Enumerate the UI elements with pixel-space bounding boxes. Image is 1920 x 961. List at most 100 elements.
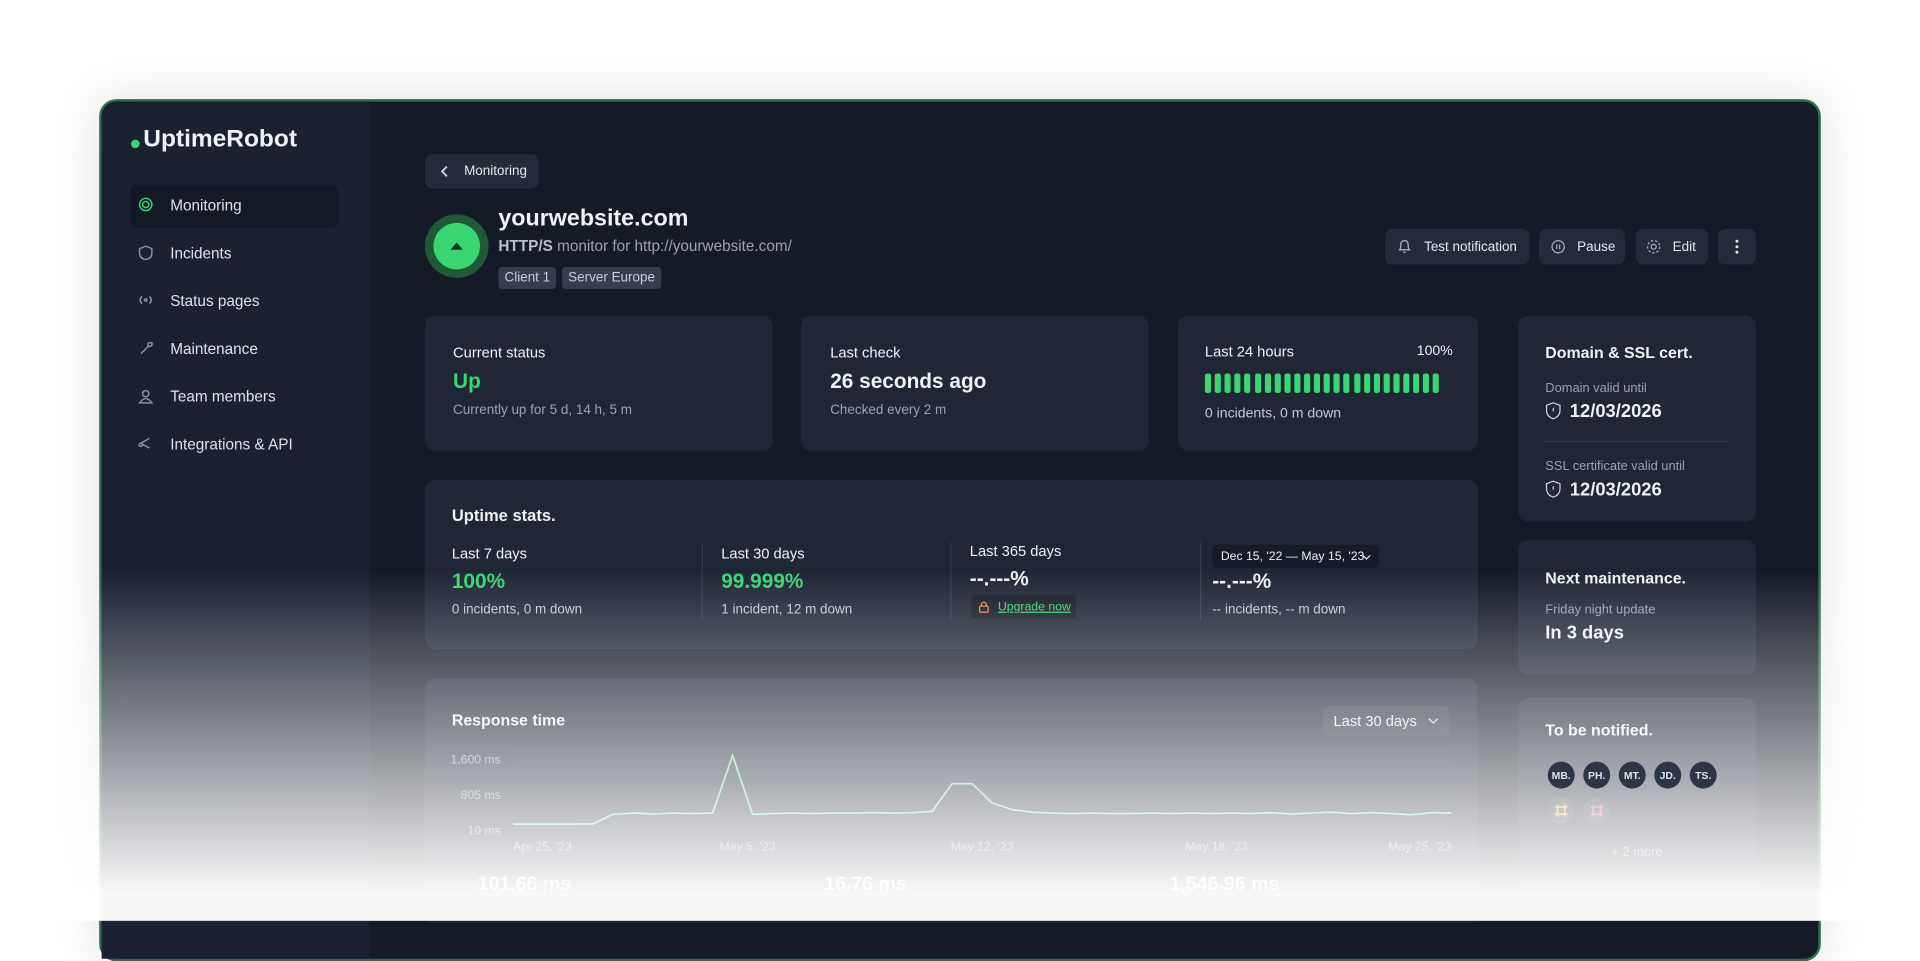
nav-label: Incidents xyxy=(170,244,232,263)
pause-icon xyxy=(1551,240,1565,254)
uptime-bar xyxy=(1413,373,1420,394)
uptime-bar xyxy=(1224,373,1231,394)
breadcrumb-label: Monitoring xyxy=(464,164,527,179)
y-tick-label: 10 ms xyxy=(467,824,500,838)
card-detail: Currently up for 5 d, 14 h, 5 m xyxy=(453,402,633,418)
period-value: --.---% xyxy=(969,566,1029,591)
nav-item[interactable]: Monitoring xyxy=(130,185,338,227)
period-value: 99.999% xyxy=(721,569,804,593)
period-label: Last 7 days xyxy=(451,544,527,563)
test-notification-button[interactable]: Test notification xyxy=(1384,228,1530,265)
uptime-bar xyxy=(1304,373,1311,394)
divider xyxy=(950,542,952,621)
period-detail: -- incidents, -- m down xyxy=(1212,602,1346,618)
nav-icon xyxy=(138,389,154,404)
monitor-name: yourwebsite.com xyxy=(498,205,689,232)
card-label: Last check xyxy=(830,344,901,362)
card-detail: Checked every 2 m xyxy=(830,402,947,418)
period-detail: 1 incident, 12 m down xyxy=(721,602,853,618)
nav-icon xyxy=(138,197,153,212)
period-label: Last 30 days xyxy=(721,544,805,563)
nav-item[interactable]: Incidents xyxy=(130,233,338,275)
x-tick-label: Apr 25, '23 xyxy=(513,840,572,854)
response-chart: 1,600 ms 805 ms 10 ms Apr 25, '23 May 5, '23… xyxy=(450,750,1451,854)
more-people: + 2 more xyxy=(1611,844,1663,860)
period-value: --.---% xyxy=(1212,569,1272,593)
uptime-bar xyxy=(1323,373,1331,394)
range-label: Dec 15, '22 — May 15, '23 xyxy=(1220,549,1365,564)
card-label: Last 24 hours xyxy=(1204,342,1294,361)
avatar: PH. xyxy=(1583,761,1611,789)
avatar-initials: JD. xyxy=(1659,768,1676,782)
avatar-initials: MT. xyxy=(1623,768,1641,782)
period-value: 100% xyxy=(451,569,506,593)
x-tick-label: May 12, '23 xyxy=(951,840,1014,854)
stat-value: 101.66 ms xyxy=(477,874,572,896)
x-tick-label: May 25, '23 xyxy=(1388,840,1451,854)
tag: Client 1 xyxy=(498,266,557,289)
x-tick-label: May 5, '23 xyxy=(720,840,776,854)
section-title: Uptime stats. xyxy=(451,506,556,525)
divider xyxy=(1200,542,1202,621)
more-button[interactable] xyxy=(1717,228,1756,265)
uptime-bar xyxy=(1403,373,1410,394)
uptime-bar xyxy=(1433,373,1440,394)
edit-button[interactable]: Edit xyxy=(1635,228,1709,265)
uptime-bar xyxy=(1254,373,1261,394)
chevron xyxy=(1362,554,1371,560)
uptime-bar xyxy=(1204,373,1212,394)
uptime-bar xyxy=(1353,373,1360,394)
dots-icon xyxy=(1735,239,1739,254)
nav-item[interactable]: Maintenance xyxy=(130,328,338,370)
avatar: JD. xyxy=(1654,761,1682,789)
nav-icon xyxy=(138,245,153,261)
period-label: Last 365 days xyxy=(969,542,1062,560)
uptime-bar xyxy=(1294,373,1301,394)
uptime-bar xyxy=(1274,373,1281,394)
shield-icon xyxy=(1545,480,1561,498)
monitor-desc: HTTP/S monitor for http://yourwebsite.co… xyxy=(498,238,791,255)
lock-icon xyxy=(978,601,989,613)
stat-value: 1,546.96 ms xyxy=(1169,874,1280,896)
status-icon xyxy=(424,214,489,278)
ssl-date: 12/03/2026 xyxy=(1569,479,1662,501)
uptime-bar xyxy=(1373,373,1380,394)
uptime-bar xyxy=(1214,373,1221,394)
range-dropdown[interactable]: Dec 15, '22 — May 15, '23 xyxy=(1212,544,1379,569)
uptime-bar xyxy=(1234,373,1241,394)
nav-item[interactable]: Status pages xyxy=(130,280,338,322)
nav-label: Maintenance xyxy=(170,340,258,358)
uptime-bar xyxy=(1333,373,1340,394)
upgrade-link[interactable]: Upgrade now xyxy=(997,600,1071,614)
uptime-bar xyxy=(1423,373,1430,394)
pause-button[interactable]: Pause xyxy=(1539,228,1625,265)
x-tick-label: May 18, '23 xyxy=(1185,840,1248,854)
shield-icon xyxy=(1545,402,1561,420)
stat-value: 16.76 ms xyxy=(824,874,907,896)
breadcrumb[interactable]: Monitoring xyxy=(424,154,539,189)
protocol: HTTP/S xyxy=(498,237,553,255)
uptime-bar xyxy=(1363,373,1370,394)
nav-label: Monitoring xyxy=(170,197,242,215)
avatar-initials: TS. xyxy=(1695,768,1712,782)
divider xyxy=(1545,440,1729,443)
uptime-bar xyxy=(1244,373,1251,394)
tag: Server Europe xyxy=(562,266,662,289)
divider xyxy=(701,542,703,621)
period-detail: 0 incidents, 0 m down xyxy=(451,602,583,618)
uptime-bar xyxy=(1383,373,1390,394)
nav-item[interactable]: Integrations & API xyxy=(130,424,338,466)
nav-icon xyxy=(138,437,150,449)
uptime-bar xyxy=(1393,373,1400,394)
nav-icon xyxy=(139,295,152,305)
ssl-label: SSL certificate valid until xyxy=(1545,459,1685,474)
domain-date: 12/03/2026 xyxy=(1569,401,1662,422)
avatar-initials: MB. xyxy=(1551,768,1571,782)
button-label: Pause xyxy=(1577,239,1616,255)
card-value: 26 seconds ago xyxy=(830,369,987,394)
brand: UptimeRobot xyxy=(143,125,297,153)
upgrade-pill[interactable]: Upgrade now xyxy=(971,595,1077,619)
nav-item[interactable]: Team members xyxy=(130,376,338,418)
section-title: Domain & SSL cert. xyxy=(1545,343,1693,362)
